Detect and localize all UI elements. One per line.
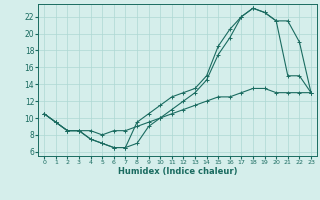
X-axis label: Humidex (Indice chaleur): Humidex (Indice chaleur): [118, 167, 237, 176]
